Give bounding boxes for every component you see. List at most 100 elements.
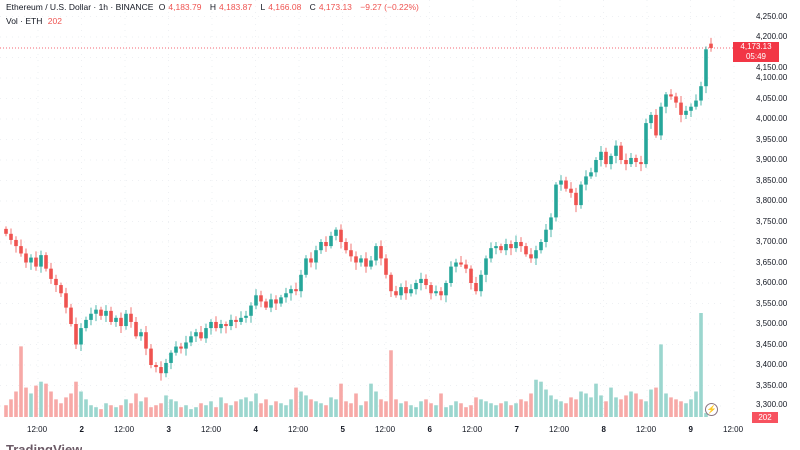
candle-body — [504, 244, 508, 251]
time-axis-label: 12:00 — [462, 425, 483, 434]
volume-bar — [399, 403, 403, 417]
candle-body — [214, 321, 218, 329]
volume-bar — [344, 401, 348, 417]
price-axis-label: 4,150.00 — [756, 63, 788, 72]
candle-body — [399, 287, 403, 296]
price-axis-label: 3,500.00 — [756, 319, 788, 328]
candle-body — [174, 346, 178, 353]
volume-bar — [494, 405, 498, 417]
candle-body — [534, 250, 538, 259]
price-axis-label: 3,900.00 — [756, 155, 788, 164]
candle-body — [134, 321, 138, 337]
volume-bar — [19, 346, 23, 417]
candle-body — [99, 309, 103, 316]
price-axis-label: 3,800.00 — [756, 196, 788, 205]
candle-body — [49, 268, 53, 279]
volume-bar — [239, 399, 243, 417]
volume-bar — [434, 405, 438, 417]
candle-body — [599, 151, 603, 160]
time-axis-label: 8 — [601, 425, 606, 434]
candle-body — [689, 106, 693, 111]
candle-body — [659, 106, 663, 136]
replay-lightning-icon[interactable]: ⚡ — [705, 403, 718, 416]
volume-bar — [259, 403, 263, 417]
candle-body — [229, 319, 233, 327]
volume-bar — [104, 403, 108, 417]
volume-bar — [284, 405, 288, 417]
candle-body — [544, 229, 548, 242]
volume-bar — [649, 389, 653, 417]
time-axis-label: 12:00 — [201, 425, 222, 434]
candle-body — [644, 123, 648, 165]
candle-body — [204, 328, 208, 339]
candle-body — [84, 319, 88, 329]
low-label: L — [260, 2, 266, 12]
current-price-tag: 4,173.13 05:49 — [733, 42, 779, 62]
volume-bar — [444, 407, 448, 417]
volume-bar — [634, 393, 638, 417]
volume-bar — [219, 397, 223, 417]
candle-body — [594, 160, 598, 173]
volume-bar — [339, 383, 343, 417]
candle-body — [654, 114, 658, 136]
symbol-title[interactable]: Ethereum / U.S. Dollar · 1h · BINANCE — [6, 2, 154, 12]
volume-bar — [49, 391, 53, 417]
volume-bar — [199, 403, 203, 417]
volume-bar — [529, 393, 533, 417]
candle-body — [284, 293, 288, 298]
candle-body — [104, 310, 108, 316]
candle-body — [649, 114, 653, 124]
volume-bar — [129, 403, 133, 417]
candle-body — [359, 258, 363, 263]
candle-body — [364, 258, 368, 267]
volume-bar — [559, 401, 563, 417]
candle-body — [69, 307, 73, 324]
volume-bar — [214, 407, 218, 417]
volume-bar — [394, 399, 398, 417]
candle-body — [694, 100, 698, 107]
volume-bar — [474, 397, 478, 417]
candle-body — [699, 86, 703, 101]
volume-bar — [109, 405, 113, 417]
volume-bar — [184, 405, 188, 417]
candle-body — [24, 253, 28, 263]
candle-body — [444, 283, 448, 296]
candle-body — [339, 229, 343, 242]
volume-bar — [704, 413, 708, 417]
volume-bar — [294, 387, 298, 417]
candle-body — [159, 367, 163, 374]
time-axis-label: 4 — [253, 425, 258, 434]
candle-body — [194, 332, 198, 337]
time-axis-label: 7 — [514, 425, 519, 434]
candle-body — [374, 246, 378, 261]
volume-bar — [114, 407, 118, 417]
candle-body — [499, 246, 503, 251]
candle-body — [294, 289, 298, 292]
candle-body — [519, 242, 523, 247]
open-label: O — [158, 2, 166, 12]
candle-body — [539, 242, 543, 251]
volume-bar — [174, 401, 178, 417]
candle-body — [119, 317, 123, 327]
candle-body — [259, 295, 263, 302]
volume-bar — [154, 405, 158, 417]
volume-bar — [364, 401, 368, 417]
volume-title[interactable]: Vol · ETH — [6, 16, 43, 26]
candle-body — [494, 246, 498, 249]
tradingview-logo[interactable]: TradingView — [6, 443, 82, 450]
price-axis-label: 3,550.00 — [756, 298, 788, 308]
candle-body — [559, 180, 563, 185]
volume-bar — [39, 381, 43, 417]
low-value: 4,166.08 — [268, 2, 302, 12]
volume-bar — [204, 405, 208, 417]
volume-bar — [369, 383, 373, 417]
time-axis-label: 9 — [688, 425, 693, 434]
volume-bar — [249, 401, 253, 417]
volume-bar — [179, 407, 183, 417]
volume-tag: 202 — [752, 412, 778, 423]
candle-body — [239, 317, 243, 322]
time-axis-label: 12:00 — [636, 425, 657, 434]
volume-bar — [699, 313, 703, 417]
time-axis-label: 12:00 — [723, 425, 744, 434]
